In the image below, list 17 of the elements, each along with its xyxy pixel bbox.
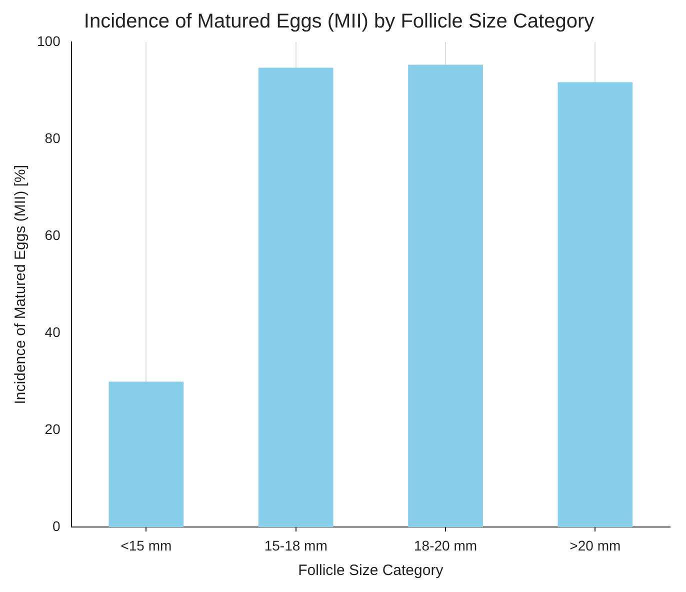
y-tick-label: 40 [44,324,61,340]
x-tick-label: >20 mm [570,537,621,554]
x-tick-label: 15-18 mm [264,537,328,554]
bar [258,68,334,528]
y-axis-title: Incidence of Matured Eggs (MII) [%] [12,164,30,404]
bar [108,382,184,528]
y-tick-label: 20 [44,421,61,438]
x-tick-label: 18-20 mm [414,537,478,554]
y-tick-label: 60 [44,226,61,243]
bar [408,64,483,528]
y-tick-label: 80 [44,130,61,146]
chart-title: Incidence of Matured Eggs (MII) by Follicle Size Category [84,10,594,33]
y-tick-label: 0 [52,518,61,534]
x-tick-label: <15 mm [120,537,172,554]
y-tick-label: 100 [37,32,61,49]
x-axis-title: Follicle Size Category [298,562,444,580]
bar [558,82,633,528]
